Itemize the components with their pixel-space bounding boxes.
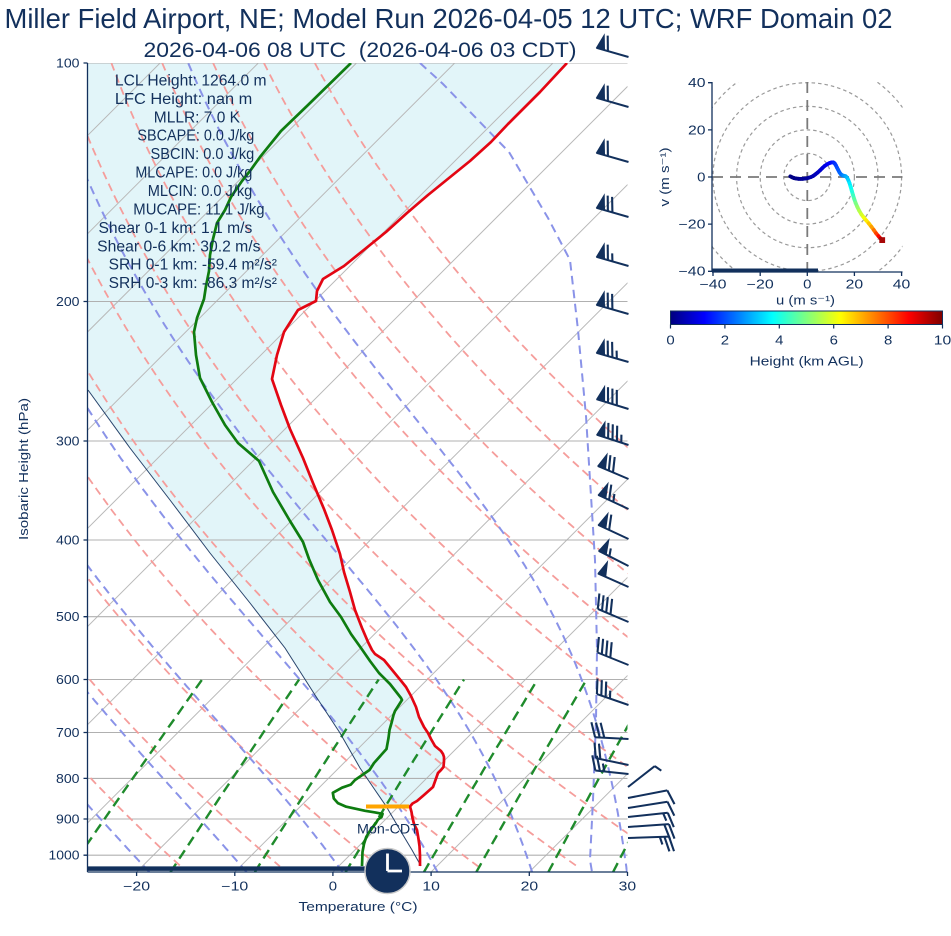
svg-text:−20: −20: [123, 880, 150, 894]
svg-text:Temperature (°C): Temperature (°C): [299, 900, 418, 914]
svg-text:0: 0: [803, 277, 811, 291]
svg-text:−40: −40: [700, 277, 727, 291]
svg-text:MLCAPE: 0.0 J/kg: MLCAPE: 0.0 J/kg: [135, 165, 252, 182]
svg-text:500: 500: [56, 610, 80, 624]
svg-text:−10: −10: [221, 880, 248, 894]
svg-text:Mon-CDT: Mon-CDT: [357, 822, 419, 837]
svg-text:2: 2: [721, 334, 729, 348]
svg-text:0: 0: [329, 880, 337, 894]
svg-text:MLLR: 7.0 K: MLLR: 7.0 K: [154, 109, 241, 126]
svg-text:30: 30: [619, 880, 637, 894]
svg-text:u (m s⁻¹): u (m s⁻¹): [776, 294, 835, 308]
svg-text:−40: −40: [679, 265, 706, 279]
svg-text:Height (km AGL): Height (km AGL): [750, 355, 864, 369]
svg-text:Shear 0-6 km: 30.2 m/s: Shear 0-6 km: 30.2 m/s: [97, 238, 261, 255]
svg-text:300: 300: [56, 434, 80, 448]
svg-text:1000: 1000: [49, 849, 80, 863]
svg-text:0: 0: [666, 334, 674, 348]
svg-text:600: 600: [56, 673, 80, 687]
svg-text:Shear 0-1 km: 1.1 m/s: Shear 0-1 km: 1.1 m/s: [99, 220, 253, 237]
svg-text:4: 4: [775, 334, 783, 348]
svg-text:700: 700: [56, 726, 80, 740]
svg-text:−20: −20: [747, 277, 774, 291]
svg-text:900: 900: [56, 812, 80, 826]
svg-text:400: 400: [56, 533, 80, 547]
svg-text:−20: −20: [679, 218, 706, 232]
svg-text:200: 200: [56, 295, 80, 309]
svg-text:2026-04-06 08 UTC (2026-04-06: 2026-04-06 08 UTC (2026-04-06 03 CDT): [144, 37, 577, 62]
svg-text:0: 0: [697, 170, 705, 184]
svg-text:10: 10: [934, 334, 951, 348]
svg-text:20: 20: [521, 880, 539, 894]
svg-text:SBCIN: 0.0 J/kg: SBCIN: 0.0 J/kg: [151, 146, 255, 163]
svg-text:SRH 0-1 km: -59.4 m²/s²: SRH 0-1 km: -59.4 m²/s²: [109, 257, 277, 274]
svg-text:SBCAPE: 0.0 J/kg: SBCAPE: 0.0 J/kg: [137, 128, 254, 145]
svg-text:8: 8: [884, 334, 892, 348]
svg-text:100: 100: [56, 56, 80, 70]
svg-text:20: 20: [846, 277, 864, 291]
svg-text:MLCIN: 0.0 J/kg: MLCIN: 0.0 J/kg: [148, 183, 253, 200]
svg-text:v (m s⁻¹): v (m s⁻¹): [658, 148, 672, 207]
svg-text:Miller Field Airport, NE; Mode: Miller Field Airport, NE; Model Run 2026…: [5, 3, 893, 34]
svg-text:40: 40: [688, 76, 706, 90]
svg-text:LFC Height: nan m: LFC Height: nan m: [115, 91, 252, 108]
svg-text:20: 20: [688, 123, 706, 137]
svg-text:SRH 0-3 km: -86.3 m²/s²: SRH 0-3 km: -86.3 m²/s²: [109, 275, 277, 292]
svg-text:800: 800: [56, 772, 80, 786]
svg-text:Isobaric Height (hPa): Isobaric Height (hPa): [17, 398, 31, 540]
svg-text:MUCAPE: 11.1 J/kg: MUCAPE: 11.1 J/kg: [133, 201, 264, 218]
svg-text:6: 6: [830, 334, 838, 348]
svg-text:40: 40: [893, 277, 911, 291]
svg-text:LCL Height: 1264.0 m: LCL Height: 1264.0 m: [115, 72, 267, 89]
svg-text:10: 10: [422, 880, 440, 894]
